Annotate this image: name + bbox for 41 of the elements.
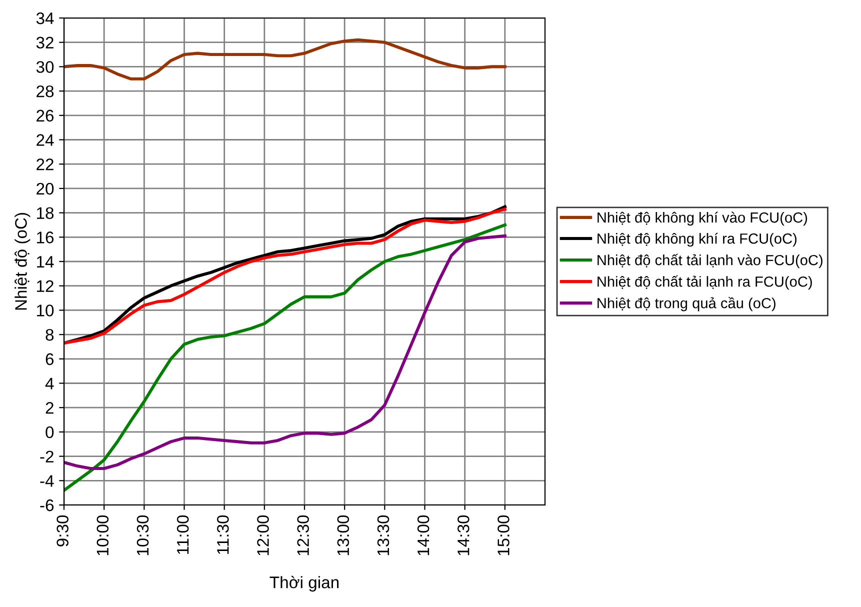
y-tick-label: 28 [36, 85, 54, 98]
x-tick-label: 12:00 [257, 515, 269, 556]
y-tick-label: -4 [40, 475, 54, 487]
y-tick-label: 0 [46, 426, 54, 438]
y-tick-label: 18 [37, 207, 54, 220]
y-tick-label: 6 [46, 353, 54, 366]
x-tick-label: 13:30 [377, 515, 390, 556]
x-tick-label: 11:30 [217, 515, 229, 554]
y-tick-label: 30 [36, 61, 54, 73]
x-tick-label: 11:00 [176, 515, 189, 554]
legend-label: Nhiệt độ không khí ra FCU(oC) [598, 232, 796, 247]
y-tick-label: 8 [46, 328, 54, 341]
x-tick-label: 10:00 [96, 515, 109, 556]
x-tick-label: 9:30 [56, 515, 68, 546]
x-tick-label: 15:00 [498, 515, 510, 556]
y-tick-label: -6 [40, 499, 54, 512]
y-axis-title: Nhiệt độ (oC) [14, 212, 30, 310]
legend-label: Nhiệt độ chất tải lạnh ra FCU(oC) [598, 275, 812, 290]
y-tick-label: 10 [37, 304, 54, 316]
y-tick-label: 26 [36, 110, 54, 122]
x-axis-title: Thời gian [270, 576, 339, 592]
x-tick-label: 12:30 [297, 515, 309, 556]
y-tick-label: 34 [36, 12, 54, 24]
line-series [64, 38, 506, 80]
y-tick-label: 20 [36, 182, 54, 195]
y-tick-label: -2 [40, 450, 54, 462]
legend-label: Nhiệt độ chất tải lạnh vào FCU(oC) [598, 254, 822, 268]
y-tick-label: 16 [37, 232, 54, 244]
x-tick-label: 13:00 [337, 515, 350, 556]
y-tick-label: 32 [36, 36, 54, 49]
legend-label: Nhiệt độ không khí vào FCU(oC) [598, 212, 808, 226]
x-tick-label: 10:30 [136, 515, 149, 556]
y-tick-label: 24 [36, 134, 54, 146]
x-tick-label: 14:00 [417, 515, 430, 556]
y-tick-label: 2 [46, 402, 54, 414]
y-tick-label: 4 [45, 378, 54, 390]
y-tick-label: 12 [37, 280, 54, 292]
y-tick-label: 22 [36, 158, 54, 170]
legend-label: Nhiệt độ trong quả cầu (oC) [598, 296, 776, 312]
y-tick-label: 14 [37, 256, 54, 268]
x-tick-label: 14:30 [458, 515, 470, 556]
